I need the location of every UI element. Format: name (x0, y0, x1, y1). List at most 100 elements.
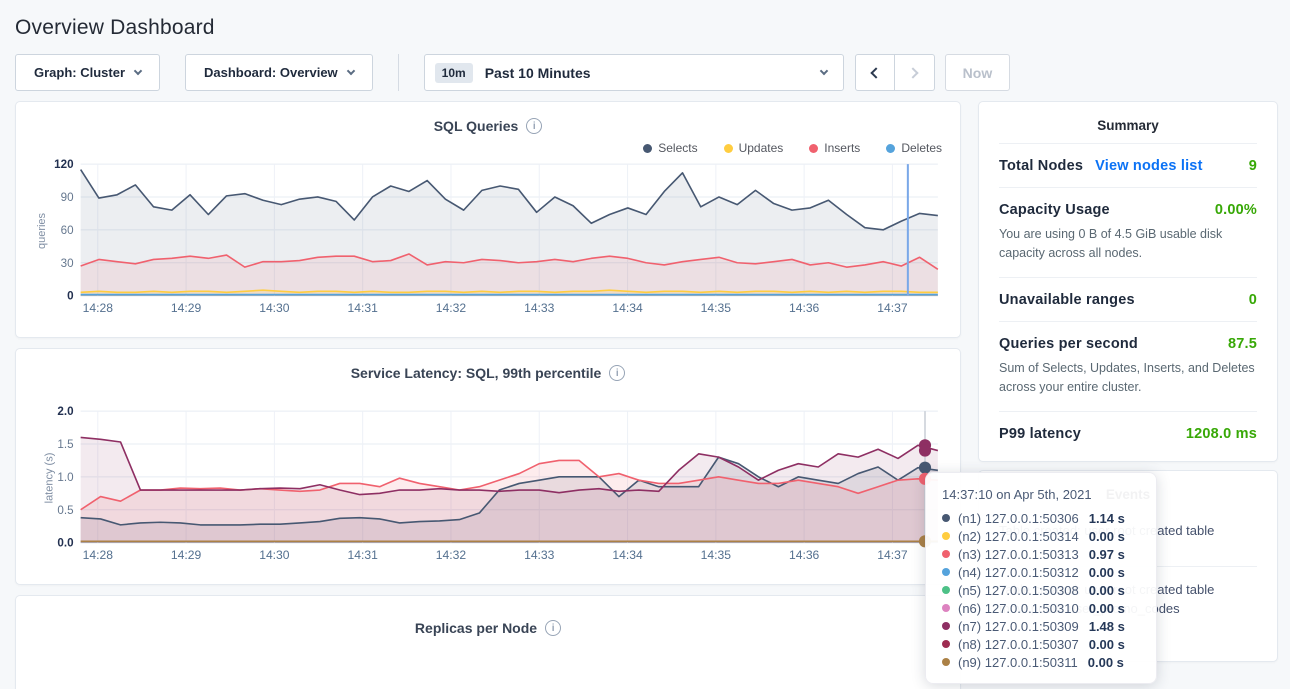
series-dot-icon (942, 586, 950, 594)
svg-text:14:29: 14:29 (171, 301, 202, 315)
svg-text:14:30: 14:30 (259, 301, 290, 315)
tooltip-node-value: 0.00 s (1088, 600, 1125, 616)
time-range-picker[interactable]: 10m Past 10 Minutes (423, 54, 844, 91)
legend-dot-icon (886, 143, 896, 153)
legend-item[interactable]: Deletes (886, 141, 942, 155)
chevron-down-icon (133, 66, 143, 76)
p99-latency-value: 1208.0 ms (1185, 425, 1257, 442)
tooltip-node-label: (n1) 127.0.0.1:50306 (958, 510, 1079, 526)
svg-text:0.5: 0.5 (57, 504, 73, 517)
tooltip-row: (n2) 127.0.0.1:50314 0.00 s (942, 527, 1140, 545)
toolbar: Graph: Cluster Dashboard: Overview 10m P… (0, 40, 1290, 92)
tooltip-row: (n1) 127.0.0.1:50306 1.14 s (942, 509, 1140, 527)
tooltip-node-label: (n9) 127.0.0.1:50311 (958, 654, 1078, 670)
tooltip-row: (n7) 127.0.0.1:50309 1.48 s (942, 617, 1140, 635)
legend-label: Updates (738, 141, 784, 155)
y-axis-label: latency (s) (43, 452, 56, 504)
tooltip-node-label: (n7) 127.0.0.1:50309 (958, 618, 1079, 634)
svg-text:14:34: 14:34 (612, 548, 643, 562)
svg-text:14:33: 14:33 (524, 301, 555, 315)
svg-text:1.0: 1.0 (57, 471, 74, 484)
view-nodes-list-link[interactable]: View nodes list (1095, 158, 1203, 174)
tooltip-node-value: 0.00 s (1088, 564, 1125, 580)
legend-label: Inserts (824, 141, 861, 155)
tooltip-node-value: 0.00 s (1088, 582, 1125, 598)
charts-column: SQL Queries i Selects Updates Inserts Delet… (15, 101, 961, 689)
svg-text:14:33: 14:33 (524, 548, 555, 562)
svg-text:14:32: 14:32 (436, 548, 467, 562)
legend-item[interactable]: Inserts (809, 141, 860, 155)
legend-dot-icon (809, 143, 819, 153)
legend-dot-icon (723, 143, 733, 153)
svg-text:14:31: 14:31 (347, 301, 378, 315)
chevron-right-icon (907, 66, 919, 79)
total-nodes-label: Total Nodes (999, 158, 1084, 174)
tooltip-rows: (n1) 127.0.0.1:50306 1.14 s (n2) 127.0.0.1… (942, 509, 1140, 671)
service-latency-chart[interactable]: 0.0 0.5 1.0 1.5 2.0 14:28 14:29 14:30 14:31 14:32… (30, 405, 946, 565)
graph-scope-label: Graph: Cluster (34, 65, 126, 80)
sql-queries-chart-panel: SQL Queries i Selects Updates Inserts Delet… (15, 101, 961, 338)
legend-item[interactable]: Updates (723, 141, 784, 155)
tooltip-row: (n9) 127.0.0.1:50311 0.00 s (942, 653, 1140, 671)
svg-text:14:28: 14:28 (83, 548, 114, 562)
time-forward-button-disabled[interactable] (894, 54, 935, 91)
legend-item[interactable]: Selects (643, 141, 698, 155)
svg-text:0: 0 (67, 290, 73, 303)
unavailable-ranges-value: 0 (1248, 291, 1257, 308)
tooltip-row: (n6) 127.0.0.1:50310 0.00 s (942, 599, 1140, 617)
tooltip-node-value: 0.00 s (1087, 654, 1124, 670)
svg-text:14:36: 14:36 (789, 548, 820, 562)
series-dot-icon (942, 658, 950, 666)
info-icon[interactable]: i (609, 365, 626, 381)
graph-scope-dropdown[interactable]: Graph: Cluster (15, 54, 161, 91)
svg-text:14:32: 14:32 (436, 301, 467, 315)
chart-legend: Selects Updates Inserts Deletes (30, 138, 946, 158)
dashboard-dropdown[interactable]: Dashboard: Overview (185, 54, 373, 91)
tooltip-node-value: 0.00 s (1088, 528, 1125, 544)
tooltip-row: (n8) 127.0.0.1:50307 0.00 s (942, 635, 1140, 653)
qps-value: 87.5 (1227, 335, 1257, 352)
chart-title: Replicas per Node (414, 620, 538, 636)
chart-title-row: Service Latency: SQL, 99th percentile i (30, 361, 946, 385)
series-dot-icon (942, 622, 950, 630)
svg-text:14:31: 14:31 (347, 548, 378, 562)
svg-text:14:37: 14:37 (877, 548, 908, 562)
svg-text:14:29: 14:29 (171, 548, 202, 562)
summary-row-qps: Queries per second 87.5 Sum of Selects, … (999, 320, 1257, 411)
capacity-usage-label: Capacity Usage (999, 202, 1110, 218)
tooltip-row: (n3) 127.0.0.1:50313 0.97 s (942, 545, 1140, 563)
capacity-usage-description: You are using 0 B of 4.5 GiB usable disk… (999, 227, 1223, 261)
info-icon[interactable]: i (526, 118, 543, 134)
svg-text:14:35: 14:35 (701, 548, 732, 562)
tooltip-node-label: (n5) 127.0.0.1:50308 (958, 582, 1079, 598)
chart-legend-empty (30, 385, 946, 405)
svg-text:14:30: 14:30 (259, 548, 290, 562)
time-nav-arrows (854, 54, 935, 91)
service-latency-chart-panel: Service Latency: SQL, 99th percentile i … (15, 348, 961, 585)
tooltip-node-value: 0.00 s (1088, 636, 1125, 652)
tooltip-row: (n5) 127.0.0.1:50308 0.00 s (942, 581, 1140, 599)
time-range-badge: 10m (434, 62, 473, 83)
summary-row-total-nodes: Total Nodes View nodes list 9 (999, 143, 1257, 187)
series-dot-icon (942, 640, 950, 648)
chart-title-row: Replicas per Node i (30, 616, 946, 640)
sql-queries-chart[interactable]: 0 30 60 90 120 14:28 14:29 14:30 14:31 14:32 14:33… (30, 158, 946, 318)
time-range-label: Past 10 Minutes (484, 64, 591, 81)
time-back-button[interactable] (854, 54, 895, 91)
tooltip-node-label: (n6) 127.0.0.1:50310 (958, 600, 1079, 616)
tooltip-node-value: 1.14 s (1088, 510, 1125, 526)
tooltip-node-label: (n3) 127.0.0.1:50313 (958, 546, 1079, 562)
now-button-disabled[interactable]: Now (944, 54, 1011, 91)
toolbar-divider (397, 54, 399, 91)
summary-title: Summary (1097, 118, 1159, 133)
chart-area[interactable]: queries 0 30 60 90 120 14:28 14:29 14:30 14:31 14… (30, 158, 946, 318)
chart-title-row: SQL Queries i (30, 114, 946, 138)
info-icon[interactable]: i (545, 620, 562, 636)
tooltip-node-value: 1.48 s (1088, 618, 1125, 634)
svg-text:2.0: 2.0 (57, 405, 73, 418)
svg-text:60: 60 (61, 224, 74, 237)
chart-area[interactable]: latency (s) 0.0 0.5 1.0 1.5 2.0 14:28 14:29 14:… (30, 405, 946, 565)
chevron-down-icon (819, 66, 828, 76)
svg-text:1.5: 1.5 (57, 438, 73, 451)
main-content: SQL Queries i Selects Updates Inserts Delet… (0, 92, 1290, 689)
